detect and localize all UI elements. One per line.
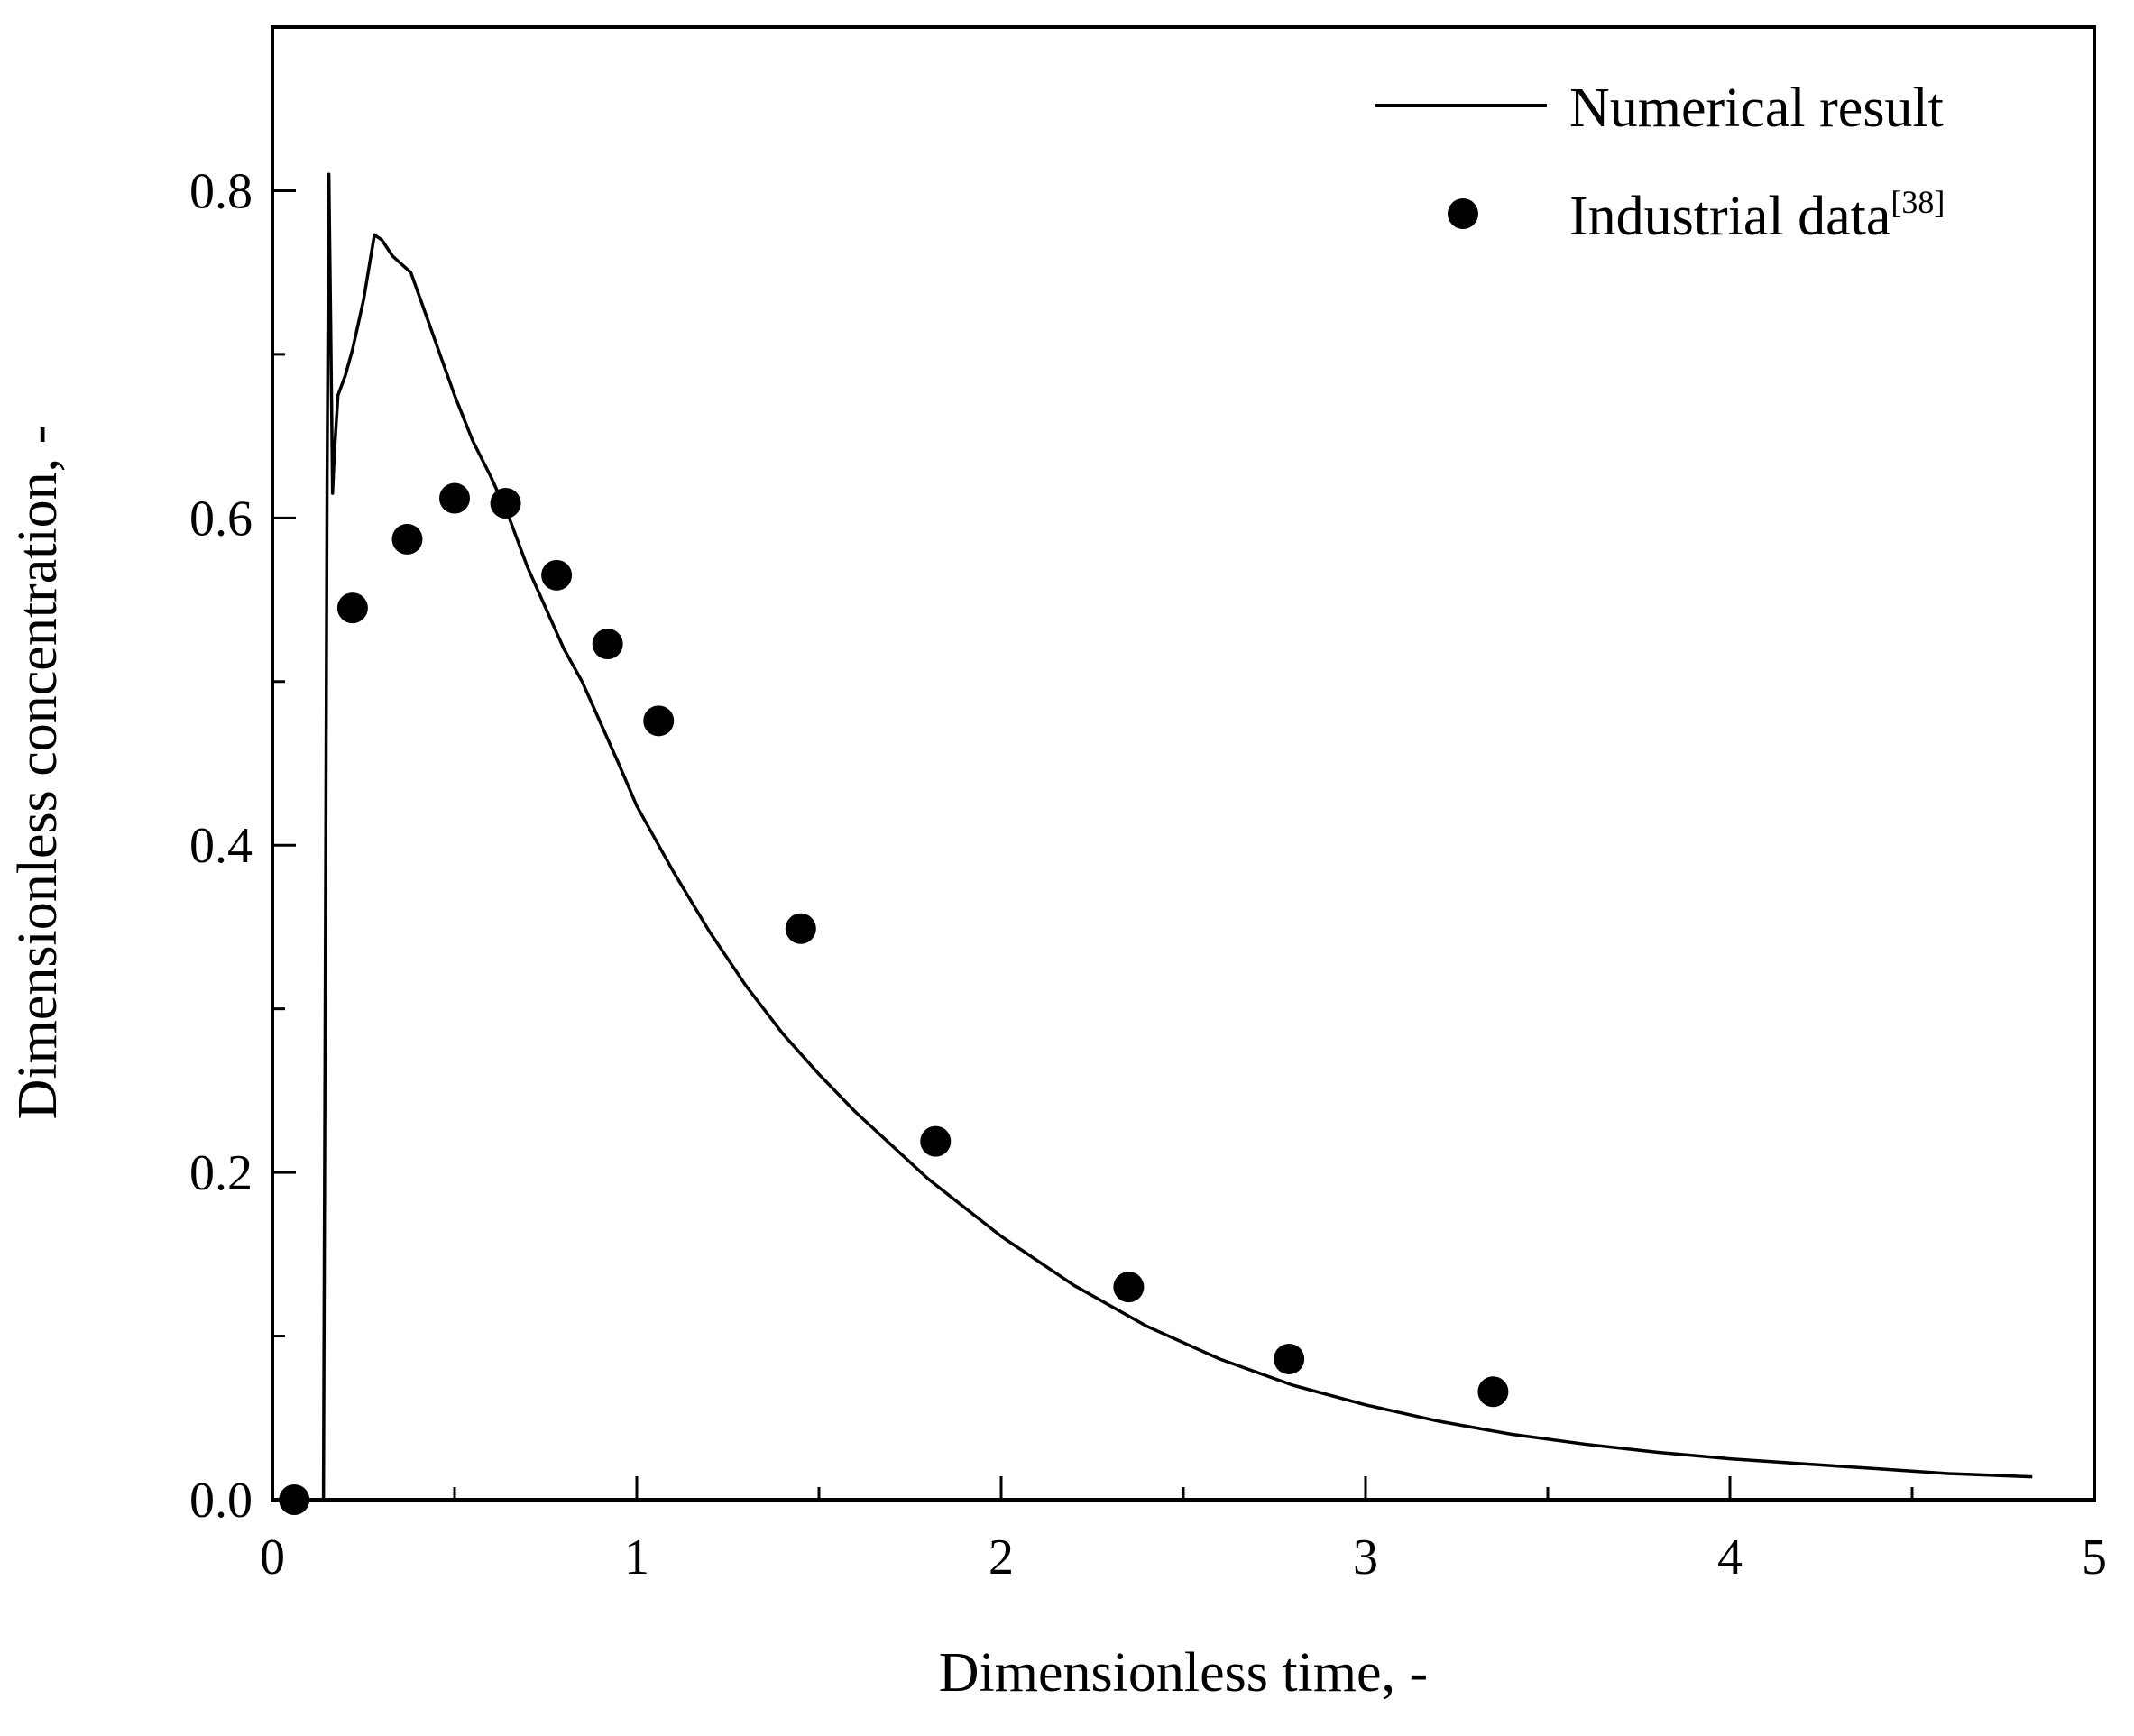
x-axis-title: Dimensionless time, - [939, 1642, 1428, 1704]
legend-marker-label: Industrial data[38] [1569, 184, 1945, 247]
y-tick-label: 0.8 [189, 163, 253, 219]
industrial-data-point [920, 1125, 952, 1157]
industrial-data-point [391, 523, 423, 555]
x-tick-label: 5 [2082, 1529, 2107, 1585]
industrial-data-point [541, 559, 573, 591]
legend-marker-swatch [1448, 198, 1478, 229]
industrial-data-point [279, 1484, 310, 1515]
axes-layer [271, 25, 2096, 1502]
industrial-data-point [1274, 1343, 1305, 1374]
x-tick-label: 2 [989, 1529, 1014, 1585]
x-tick-label: 3 [1353, 1529, 1378, 1585]
industrial-data-point [592, 629, 623, 660]
legend: Numerical result Industrial data[38] [1375, 78, 1945, 247]
industrial-data-point [336, 592, 368, 624]
y-tick-label: 0.2 [189, 1145, 253, 1201]
industrial-data-point [643, 705, 675, 737]
legend-line-label: Numerical result [1569, 78, 1944, 139]
legend-marker-label-superscript: [38] [1890, 184, 1945, 220]
industrial-data-point [439, 482, 470, 514]
numerical-result-line [272, 172, 2033, 1502]
x-tick-label: 0 [260, 1529, 285, 1585]
industrial-data-point [1477, 1376, 1509, 1408]
x-tick-label: 4 [1717, 1529, 1743, 1585]
points-layer [279, 482, 1509, 1515]
legend-marker-label-main: Industrial data [1569, 186, 1890, 247]
y-tick-label: 0.0 [189, 1473, 253, 1529]
industrial-data-point [785, 913, 816, 944]
ticks-layer: 0 1 2 3 4 5 0.0 0.2 0.4 0.6 0.8 [189, 163, 2107, 1585]
industrial-data-point [490, 488, 521, 519]
plot-frame [271, 25, 2096, 1502]
industrial-data-point [1113, 1272, 1145, 1303]
y-tick-label: 0.6 [189, 491, 253, 547]
x-tick-label: 1 [624, 1529, 649, 1585]
y-tick-label: 0.4 [189, 818, 253, 874]
line-layer [272, 172, 2033, 1502]
y-axis-title: Dimensionless concentration, - [7, 426, 69, 1120]
